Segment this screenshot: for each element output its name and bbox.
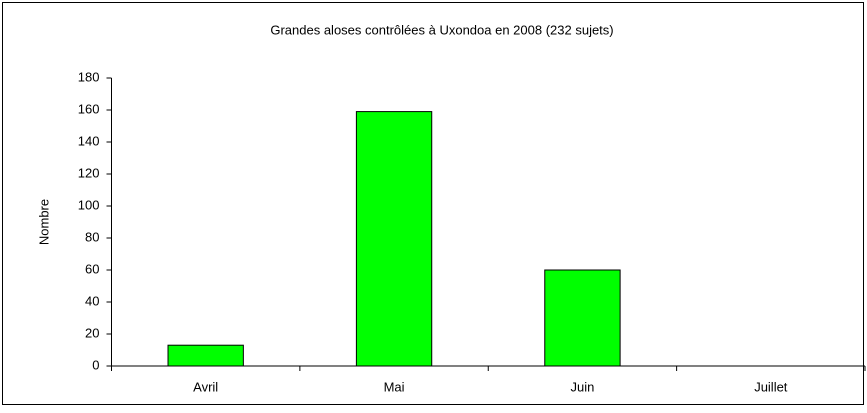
y-tick-label: 40 [85,293,99,308]
y-tick-label: 20 [85,325,99,340]
x-tick-label: Mai [384,379,405,394]
y-tick-label: 0 [92,357,99,372]
y-tick-label: 80 [85,229,99,244]
y-tick-label: 120 [78,165,100,180]
bar [544,269,621,367]
y-tick-label: 140 [78,133,100,148]
chart-border [2,2,864,405]
chart-title: Grandes aloses contrôlées à Uxondoa en 2… [270,22,613,37]
x-tick-label: Juin [571,379,595,394]
bar [167,344,244,367]
bar [355,111,433,367]
y-tick-label: 60 [85,261,99,276]
x-tick-label: Avril [193,379,218,394]
x-tick-label: Juillet [754,379,788,394]
y-axis-label: Nombre [36,199,51,245]
y-tick-label: 160 [78,101,100,116]
y-tick-label: 180 [78,69,100,84]
y-tick-label: 100 [78,197,100,212]
